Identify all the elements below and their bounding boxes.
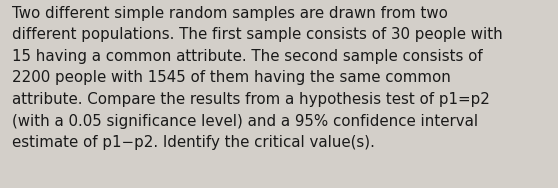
Text: Two different simple random samples are drawn from two
different populations. Th: Two different simple random samples are … [12, 6, 503, 150]
